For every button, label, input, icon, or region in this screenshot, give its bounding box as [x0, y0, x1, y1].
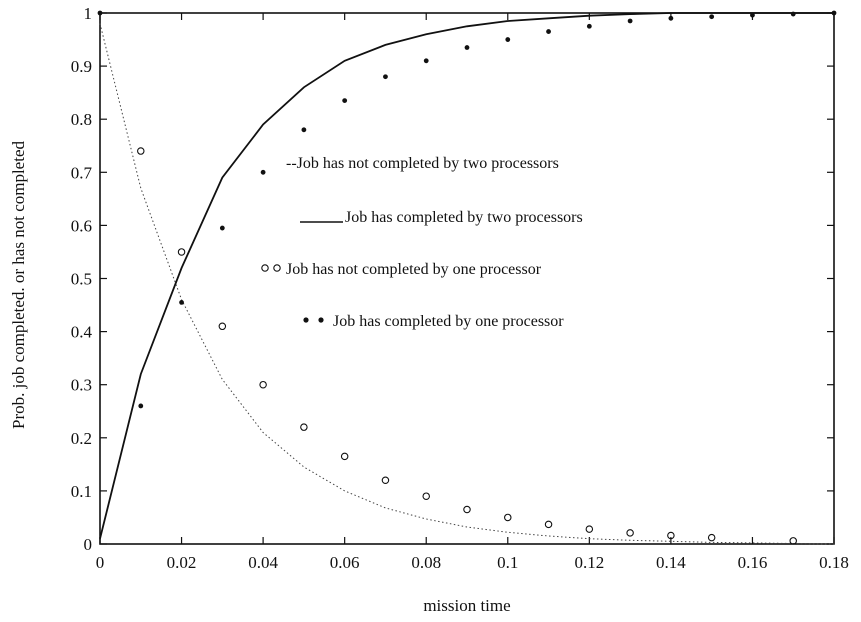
x-tick-label: 0.08 [411, 553, 441, 572]
y-tick-label: 0.2 [71, 429, 92, 448]
point-completed-one-processor [586, 23, 592, 29]
y-axis: 0 0.1 0.2 0.3 0.4 0.5 0.6 0.7 0.8 0.9 1 [71, 4, 834, 554]
y-tick-label: 0 [84, 535, 93, 554]
point-not-completed-one-processor [463, 505, 471, 514]
point-not-completed-one-processor [137, 147, 145, 155]
y-tick-label: 0.6 [71, 216, 92, 235]
point-completed-one-processor [383, 74, 388, 80]
x-tick-label: 0.18 [819, 553, 849, 572]
point-completed-one-processor [627, 18, 633, 24]
y-tick-label: 1 [84, 4, 93, 23]
legend-swatch-open-circle [261, 264, 269, 272]
legend-entry-completed-one: Job has completed by one processor [333, 313, 564, 330]
point-completed-one-processor [546, 29, 551, 34]
point-not-completed-one-processor [218, 322, 227, 331]
point-not-completed-one-processor [422, 492, 430, 500]
point-not-completed-one-processor [585, 525, 594, 533]
legend-swatch-filled-dot [318, 317, 324, 323]
point-not-completed-one-processor [177, 248, 186, 256]
y-tick-label: 0.8 [71, 110, 92, 129]
point-not-completed-one-processor [340, 452, 349, 461]
plot-frame [99, 12, 835, 545]
series-line-completed-two-processors [99, 12, 834, 539]
legend-swatch-filled-dot [303, 317, 309, 323]
legend-entry-not-completed-one: Job has not completed by one processor [286, 261, 542, 278]
x-tick-label: 0.14 [656, 553, 686, 572]
legend-swatch-open-circle [273, 264, 281, 272]
point-not-completed-one-processor [789, 537, 797, 545]
y-tick-label: 0.1 [71, 482, 92, 501]
x-tick-label: 0.02 [167, 553, 197, 572]
point-not-completed-one-processor [259, 380, 267, 389]
point-completed-one-processor [750, 12, 755, 18]
x-tick-label: 0.04 [248, 553, 278, 572]
point-completed-one-processor [97, 10, 103, 16]
point-not-completed-one-processor [381, 476, 390, 485]
point-completed-one-processor [179, 299, 184, 305]
point-completed-one-processor [668, 15, 674, 21]
x-tick-label: 0.12 [574, 553, 604, 572]
point-completed-one-processor [219, 225, 225, 231]
x-tick-label: 0.16 [738, 553, 768, 572]
point-completed-one-processor [464, 45, 470, 50]
point-completed-one-processor [790, 11, 796, 17]
series-line-not-completed-two-processors [99, 23, 835, 545]
point-not-completed-one-processor [544, 520, 553, 529]
point-completed-one-processor [301, 127, 307, 133]
point-not-completed-one-processor [707, 533, 716, 542]
legend-entry-completed-two: Job has completed by two processors [345, 209, 583, 226]
y-tick-label: 0.3 [71, 376, 92, 395]
y-tick-label: 0.4 [71, 323, 93, 342]
series-layer [97, 10, 837, 545]
point-not-completed-one-processor [667, 531, 675, 540]
x-axis-label: mission time [423, 596, 510, 615]
point-completed-one-processor [138, 403, 144, 409]
x-tick-label: 0 [96, 553, 105, 572]
point-completed-one-processor [260, 169, 266, 175]
point-completed-one-processor [831, 10, 837, 16]
y-axis-label: Prob. job completed. or has not complete… [9, 141, 28, 429]
legend: --Job has not completed by two processor… [261, 155, 583, 330]
point-completed-one-processor [709, 14, 715, 20]
point-completed-one-processor [423, 58, 429, 64]
point-completed-one-processor [505, 37, 511, 42]
point-not-completed-one-processor [300, 423, 308, 431]
y-tick-label: 0.9 [71, 57, 92, 76]
y-tick-label: 0.7 [71, 163, 93, 182]
x-tick-label: 0.06 [330, 553, 360, 572]
legend-entry-not-completed-two: --Job has not completed by two processor… [286, 155, 559, 172]
x-tick-label: 0.1 [497, 553, 518, 572]
x-axis: 0 0.02 0.04 0.06 0.08 0.1 0.12 0.14 0.16 0.18 [96, 13, 849, 572]
y-tick-label: 0.5 [71, 270, 92, 289]
point-not-completed-one-processor [626, 529, 634, 537]
point-not-completed-one-processor [504, 513, 512, 522]
point-completed-one-processor [342, 98, 348, 104]
